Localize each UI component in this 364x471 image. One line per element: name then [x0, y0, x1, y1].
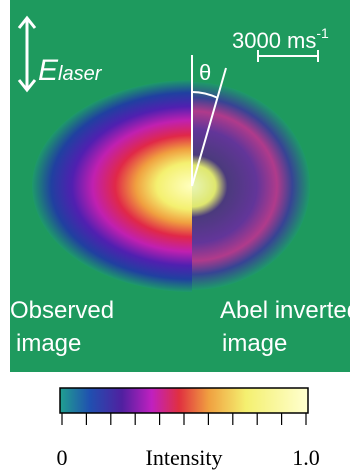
figure: θ Elaser 3000 ms-1 Observed image Abel i…	[0, 0, 364, 471]
scale-value: 3000 ms	[232, 28, 316, 53]
field-symbol: E	[38, 54, 59, 87]
left-label: image	[16, 330, 81, 357]
angle-label: θ	[199, 60, 211, 85]
right-label: Abel inverted	[220, 297, 360, 324]
right-label: image	[222, 330, 287, 357]
field-subscript: laser	[58, 63, 103, 85]
scale-label: 3000 ms-1	[232, 25, 329, 53]
colorbar-label: Intensity	[146, 445, 223, 470]
colorbar	[60, 388, 308, 413]
scale-exponent: -1	[316, 25, 329, 41]
colorbar-tick-label: 0	[57, 445, 68, 470]
left-label: Observed	[10, 297, 114, 324]
colorbar-tick-label: 1.0	[292, 445, 320, 470]
